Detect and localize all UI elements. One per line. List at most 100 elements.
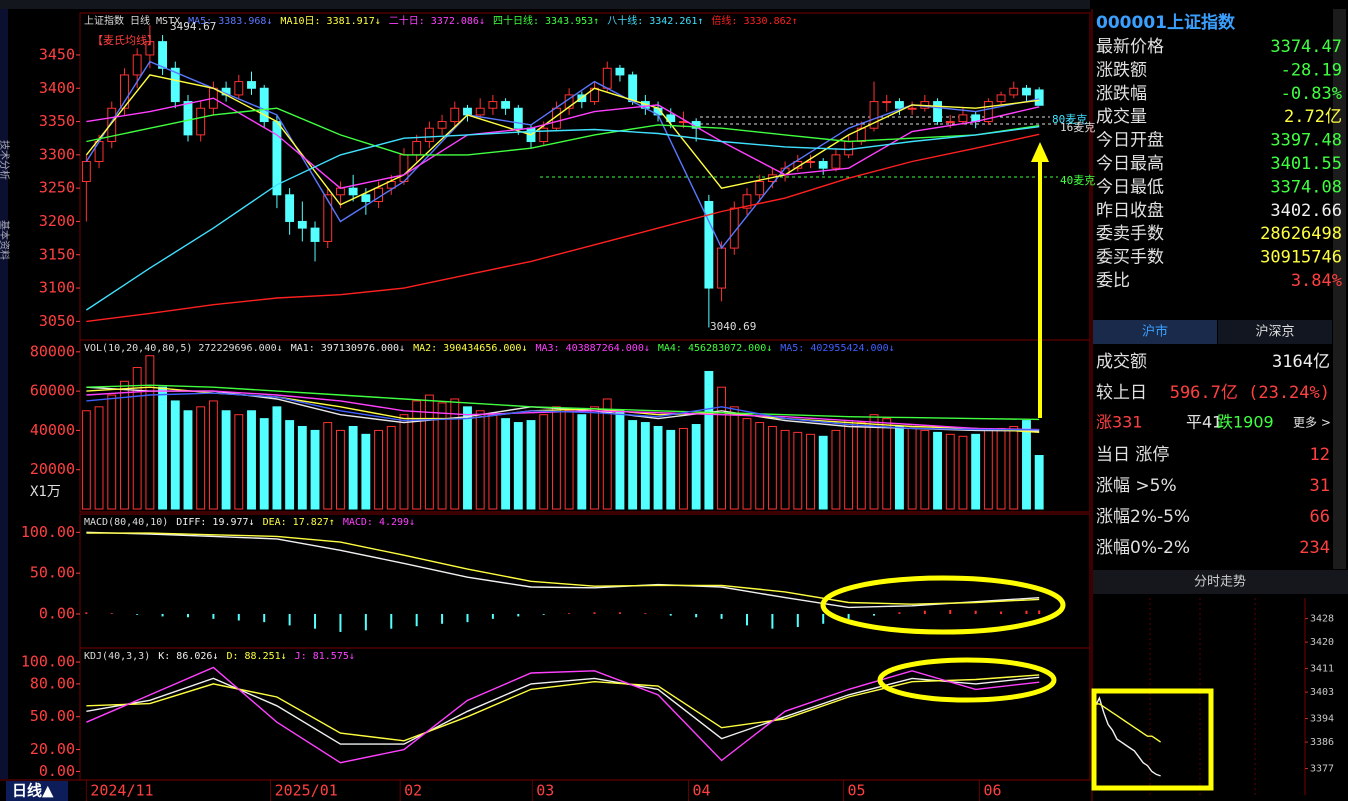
panel-header: MACD(80,40,10) DIFF: 19.977↓ DEA: 17.827↑ M… — [84, 517, 415, 528]
quote-label: 最新价格 — [1096, 37, 1164, 57]
legend-entry: MA4: 456283072.000↓ — [658, 343, 772, 354]
line-series — [86, 126, 1040, 311]
y-tick-label: 60000 — [30, 382, 75, 400]
candle-body — [501, 101, 511, 109]
candle-body — [818, 161, 828, 169]
x-tick-label: 2024/11 — [90, 782, 153, 800]
breadth-item: 平41 — [1186, 413, 1222, 432]
volume-bar — [183, 410, 193, 510]
volume-bar — [285, 420, 295, 510]
tab-active[interactable] — [1093, 320, 1217, 344]
scrollbar[interactable] — [1333, 9, 1346, 569]
volume-bar — [450, 398, 460, 510]
market-label: 较上日 — [1096, 383, 1147, 403]
legend-entry: DIFF: 19.977↓ — [176, 517, 254, 528]
y-tick-label: 3250 — [39, 179, 75, 197]
top-tab-bar[interactable] — [0, 0, 1090, 9]
candle-body — [996, 94, 1006, 103]
side-tab[interactable]: 基本资料 — [0, 220, 11, 260]
candle-body — [1022, 87, 1031, 96]
volume-bar — [323, 422, 333, 510]
line-series — [86, 392, 1040, 431]
volume-bar — [94, 406, 104, 510]
legend-entry: J: 81.575↓ — [295, 651, 355, 662]
candle-body — [170, 67, 180, 103]
quote-value: -28.19 — [1281, 60, 1342, 80]
period-button[interactable] — [6, 781, 68, 801]
candle-body — [958, 114, 968, 123]
candle-body — [869, 101, 879, 129]
volume-bar — [247, 410, 256, 510]
candle-body — [145, 41, 155, 56]
volume-bar — [869, 414, 879, 510]
stat-value: 234 — [1299, 538, 1330, 558]
quote-label: 今日最低 — [1096, 177, 1164, 197]
volume-bar — [386, 425, 396, 510]
candle-body — [1009, 87, 1019, 96]
candle-body — [285, 194, 295, 222]
volume-bar — [590, 406, 599, 510]
volume-bar — [208, 400, 218, 510]
volume-bar — [894, 425, 904, 510]
tab-label[interactable]: 沪深京 — [1255, 324, 1294, 340]
volume-bar — [882, 418, 892, 510]
volume-bar — [107, 394, 117, 510]
candle-body — [806, 161, 815, 164]
volume-bar — [793, 431, 803, 510]
volume-bar — [437, 402, 447, 510]
line-series — [86, 676, 1040, 745]
y-tick-label: 80.00 — [30, 674, 75, 692]
candle-body — [755, 180, 765, 196]
tab-label[interactable]: 沪市 — [1142, 324, 1168, 340]
annotation: 80麦克 — [1052, 113, 1087, 126]
volume-bar — [983, 429, 993, 510]
candle-body — [488, 101, 498, 109]
market-value: 596.7亿 (23.24%) — [1170, 383, 1330, 403]
candle-body — [513, 107, 523, 129]
markup-annotations — [820, 142, 1214, 791]
period-label: 日线▲ — [12, 782, 54, 800]
candle-body — [945, 121, 955, 124]
panel-header: KDJ(40,3,3) K: 86.026↓ D: 88.251↓ J: 81.575… — [84, 651, 355, 662]
legend-entry: MA2: 390434656.000↓ — [413, 343, 527, 354]
volume-bar — [81, 410, 91, 510]
candle-body — [120, 74, 129, 109]
volume-bar — [755, 422, 765, 510]
plots: 3050 3100 3150 3200 3250 3300 3350 3400 3450 上证指数… — [0, 14, 1342, 801]
quote-code: 000001 — [1096, 13, 1167, 33]
volume-bar — [221, 410, 231, 510]
legend-entry: K: 86.026↓ — [158, 651, 218, 662]
tab[interactable] — [1218, 320, 1332, 344]
panel-frames — [0, 9, 1093, 801]
candle-body — [310, 227, 320, 242]
legend-entry: MA1: 397130976.000↓ — [291, 343, 405, 354]
side-tab[interactable]: 技术分析 — [0, 140, 11, 180]
volume-bar — [704, 370, 714, 510]
volume-bar — [488, 414, 498, 510]
y-tick-label: 3394 — [1310, 714, 1334, 725]
volume-bar — [666, 429, 676, 510]
candle-body — [742, 194, 752, 209]
volume-bar — [577, 414, 587, 510]
volume-bar — [742, 418, 752, 510]
header-label: MACD(80,40,10) — [84, 517, 168, 528]
y-tick-label: 50.00 — [30, 707, 75, 725]
stat-label: 当日 涨停 — [1096, 445, 1169, 465]
volume-bar — [272, 406, 282, 510]
volume-bar — [717, 386, 727, 510]
legend-entry: 二十日: 3372.086↓ — [389, 14, 485, 27]
candle-body — [259, 87, 269, 123]
candle-body — [183, 101, 193, 136]
volume-bar — [120, 380, 129, 510]
quote-label: 委比 — [1096, 271, 1130, 291]
volume-bar — [513, 422, 523, 510]
intraday-title: 分时走势 — [1194, 574, 1246, 590]
quote-label: 昨日收盘 — [1096, 201, 1164, 221]
x-tick-label: 2025/01 — [275, 782, 338, 800]
volume-bar — [729, 406, 739, 510]
breadth-item[interactable]: 更多 > — [1293, 416, 1331, 430]
stat-value: 66 — [1310, 507, 1330, 527]
quote-value: -0.83% — [1281, 84, 1342, 104]
